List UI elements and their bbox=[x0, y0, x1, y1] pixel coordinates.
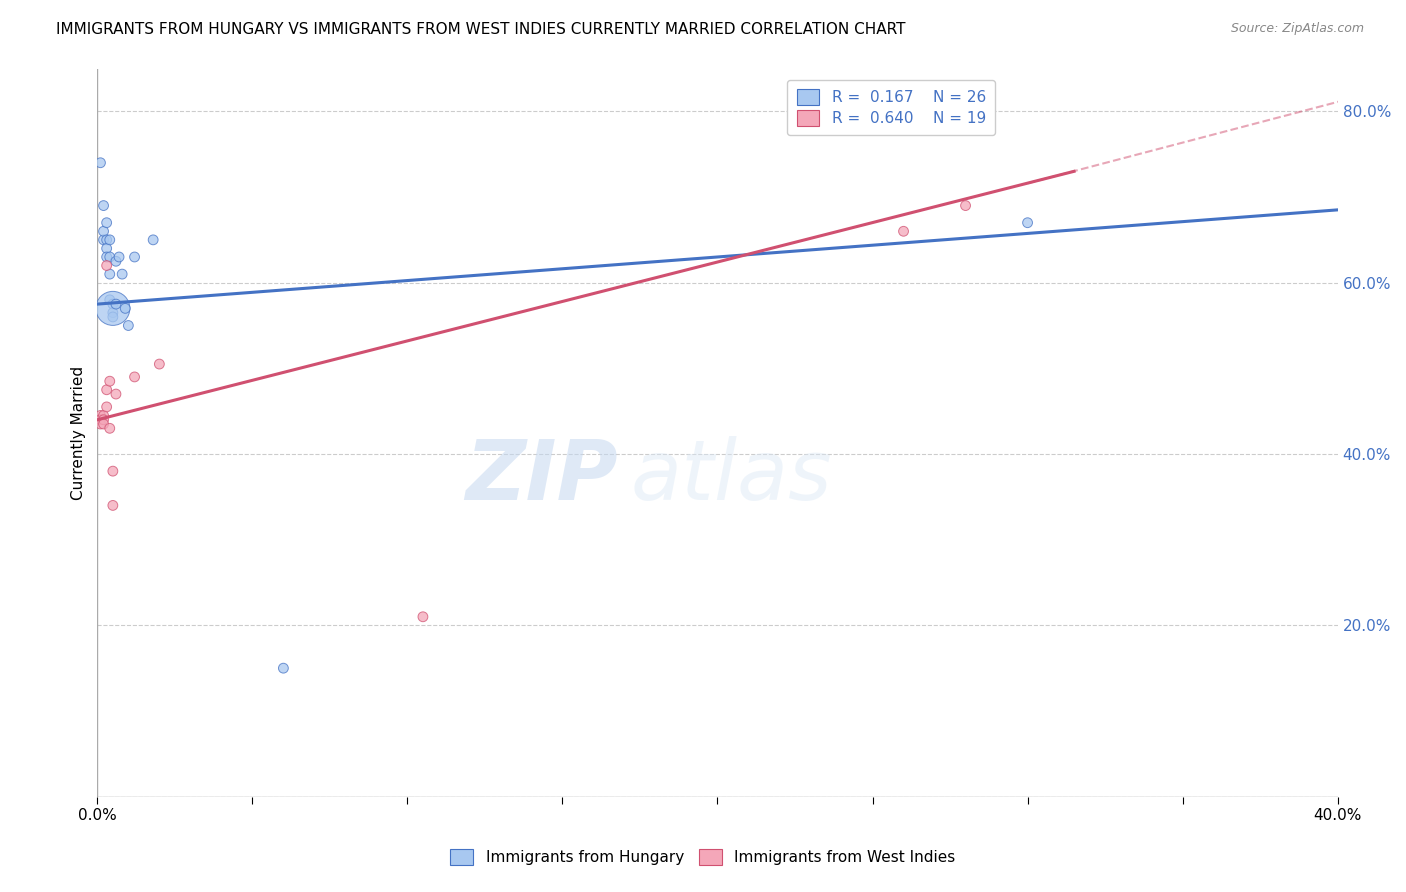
Point bbox=[96, 233, 118, 247]
Point bbox=[101, 297, 124, 311]
Point bbox=[101, 464, 124, 478]
Point bbox=[98, 250, 121, 264]
Point bbox=[98, 233, 121, 247]
Point bbox=[104, 387, 127, 401]
Point bbox=[93, 417, 115, 431]
Point bbox=[117, 318, 139, 333]
Point bbox=[101, 310, 124, 324]
Y-axis label: Currently Married: Currently Married bbox=[72, 366, 86, 500]
Point bbox=[96, 383, 118, 397]
Point bbox=[111, 267, 134, 281]
Legend: Immigrants from Hungary, Immigrants from West Indies: Immigrants from Hungary, Immigrants from… bbox=[444, 843, 962, 871]
Point bbox=[893, 224, 915, 238]
Point bbox=[96, 259, 118, 273]
Point bbox=[93, 413, 115, 427]
Point bbox=[412, 609, 434, 624]
Point bbox=[96, 216, 118, 230]
Point bbox=[96, 250, 118, 264]
Text: Source: ZipAtlas.com: Source: ZipAtlas.com bbox=[1230, 22, 1364, 36]
Point bbox=[101, 306, 124, 320]
Point bbox=[114, 301, 136, 316]
Point bbox=[98, 374, 121, 388]
Point bbox=[273, 661, 295, 675]
Point bbox=[101, 499, 124, 513]
Point bbox=[98, 421, 121, 435]
Point bbox=[96, 241, 118, 255]
Point bbox=[93, 198, 115, 212]
Text: ZIP: ZIP bbox=[465, 436, 619, 516]
Point bbox=[96, 400, 118, 414]
Point bbox=[93, 409, 115, 423]
Point bbox=[1017, 216, 1039, 230]
Point bbox=[101, 301, 124, 316]
Text: atlas: atlas bbox=[631, 436, 832, 516]
Point bbox=[89, 417, 111, 431]
Text: IMMIGRANTS FROM HUNGARY VS IMMIGRANTS FROM WEST INDIES CURRENTLY MARRIED CORRELA: IMMIGRANTS FROM HUNGARY VS IMMIGRANTS FR… bbox=[56, 22, 905, 37]
Point bbox=[89, 409, 111, 423]
Point bbox=[98, 293, 121, 307]
Point bbox=[108, 250, 131, 264]
Point bbox=[142, 233, 165, 247]
Point bbox=[93, 233, 115, 247]
Point bbox=[98, 267, 121, 281]
Point bbox=[148, 357, 170, 371]
Point bbox=[89, 155, 111, 169]
Point bbox=[89, 413, 111, 427]
Point bbox=[104, 254, 127, 268]
Point bbox=[124, 370, 146, 384]
Point bbox=[124, 250, 146, 264]
Legend: R =  0.167    N = 26, R =  0.640    N = 19: R = 0.167 N = 26, R = 0.640 N = 19 bbox=[787, 79, 995, 136]
Point bbox=[955, 198, 977, 212]
Point bbox=[104, 297, 127, 311]
Point bbox=[93, 224, 115, 238]
